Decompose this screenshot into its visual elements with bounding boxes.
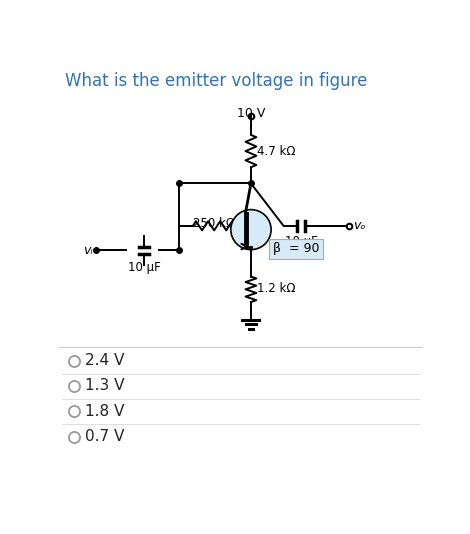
- Text: 0.7 V: 0.7 V: [85, 429, 125, 444]
- Text: 1.2 kΩ: 1.2 kΩ: [257, 282, 296, 295]
- Text: β  = 90: β = 90: [273, 242, 319, 255]
- Text: 250 kΩ: 250 kΩ: [193, 217, 235, 230]
- Text: 2.4 V: 2.4 V: [85, 353, 125, 368]
- Text: 1.3 V: 1.3 V: [85, 379, 125, 394]
- Text: 10 V: 10 V: [237, 107, 265, 120]
- Text: vₒ: vₒ: [353, 219, 366, 232]
- Circle shape: [231, 210, 271, 250]
- Text: 4.7 kΩ: 4.7 kΩ: [257, 145, 296, 158]
- Text: 10 μF: 10 μF: [285, 235, 318, 248]
- Text: 1.8 V: 1.8 V: [85, 404, 125, 419]
- Text: 10 μF: 10 μF: [128, 261, 160, 274]
- Text: vᵢ: vᵢ: [83, 244, 93, 257]
- Text: What is the emitter voltage in figure: What is the emitter voltage in figure: [65, 72, 368, 90]
